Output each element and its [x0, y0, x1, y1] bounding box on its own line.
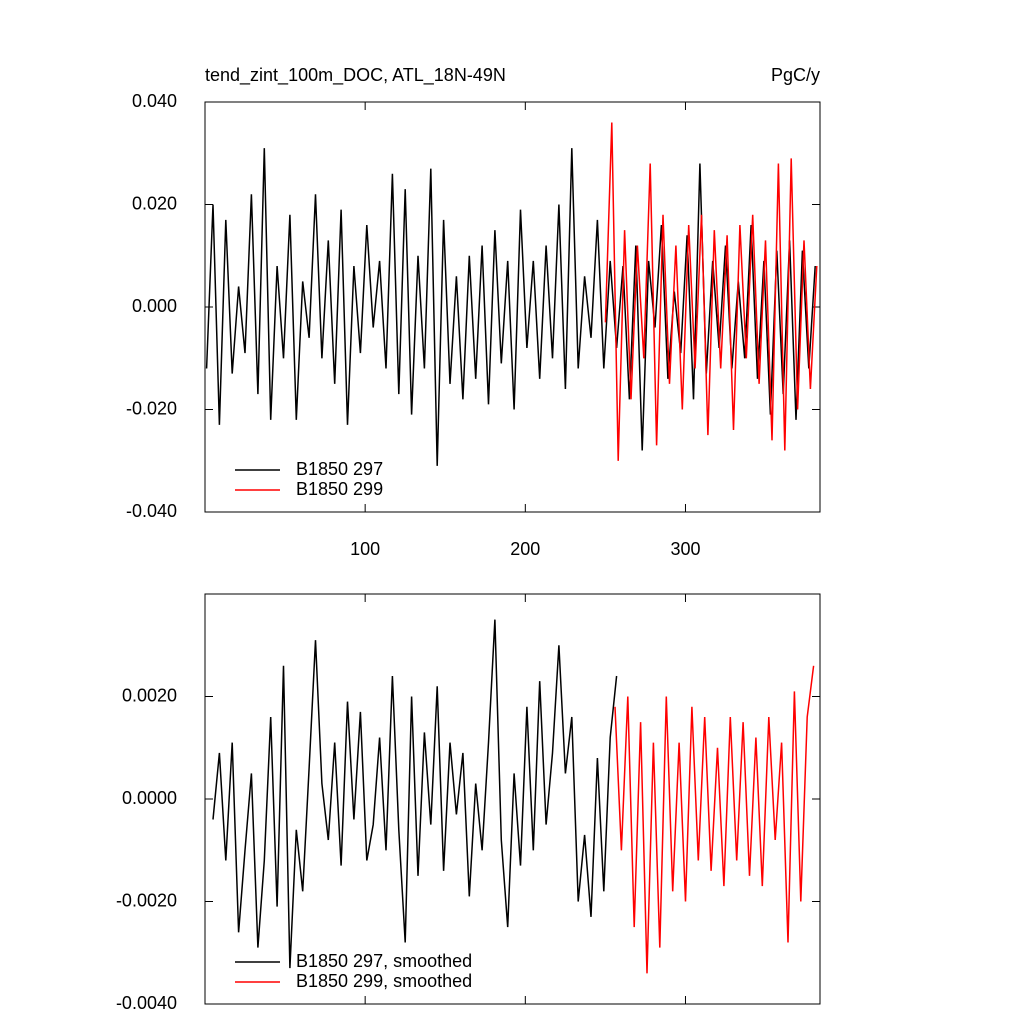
y-tick-label: 0.000: [132, 296, 177, 316]
x-tick-label: 300: [670, 539, 700, 559]
x-tick-label: 100: [350, 539, 380, 559]
data-line: [614, 665, 815, 974]
y-tick-label: -0.020: [126, 398, 177, 418]
y-tick-label: 0.020: [132, 193, 177, 213]
y-tick-label: -0.040: [126, 501, 177, 521]
legend-label: B1850 297, smoothed: [296, 951, 472, 971]
data-line: [212, 619, 618, 969]
data-line: [604, 122, 818, 461]
y-tick-label: -0.0020: [116, 890, 177, 910]
legend-label: B1850 299, smoothed: [296, 971, 472, 991]
y-tick-label: 0.0020: [122, 685, 177, 705]
x-tick-label: 200: [510, 539, 540, 559]
plot-frame: [204, 101, 821, 513]
y-tick-label: 0.040: [132, 91, 177, 111]
data-line: [205, 148, 816, 466]
legend-label: B1850 297: [296, 459, 383, 479]
chart-title: tend_zint_100m_DOC, ATL_18N-49N: [205, 65, 506, 86]
y-tick-label: -0.0040: [116, 993, 177, 1013]
y-tick-label: 0.0000: [122, 788, 177, 808]
legend-label: B1850 299: [296, 479, 383, 499]
units-label: PgC/y: [771, 65, 820, 85]
